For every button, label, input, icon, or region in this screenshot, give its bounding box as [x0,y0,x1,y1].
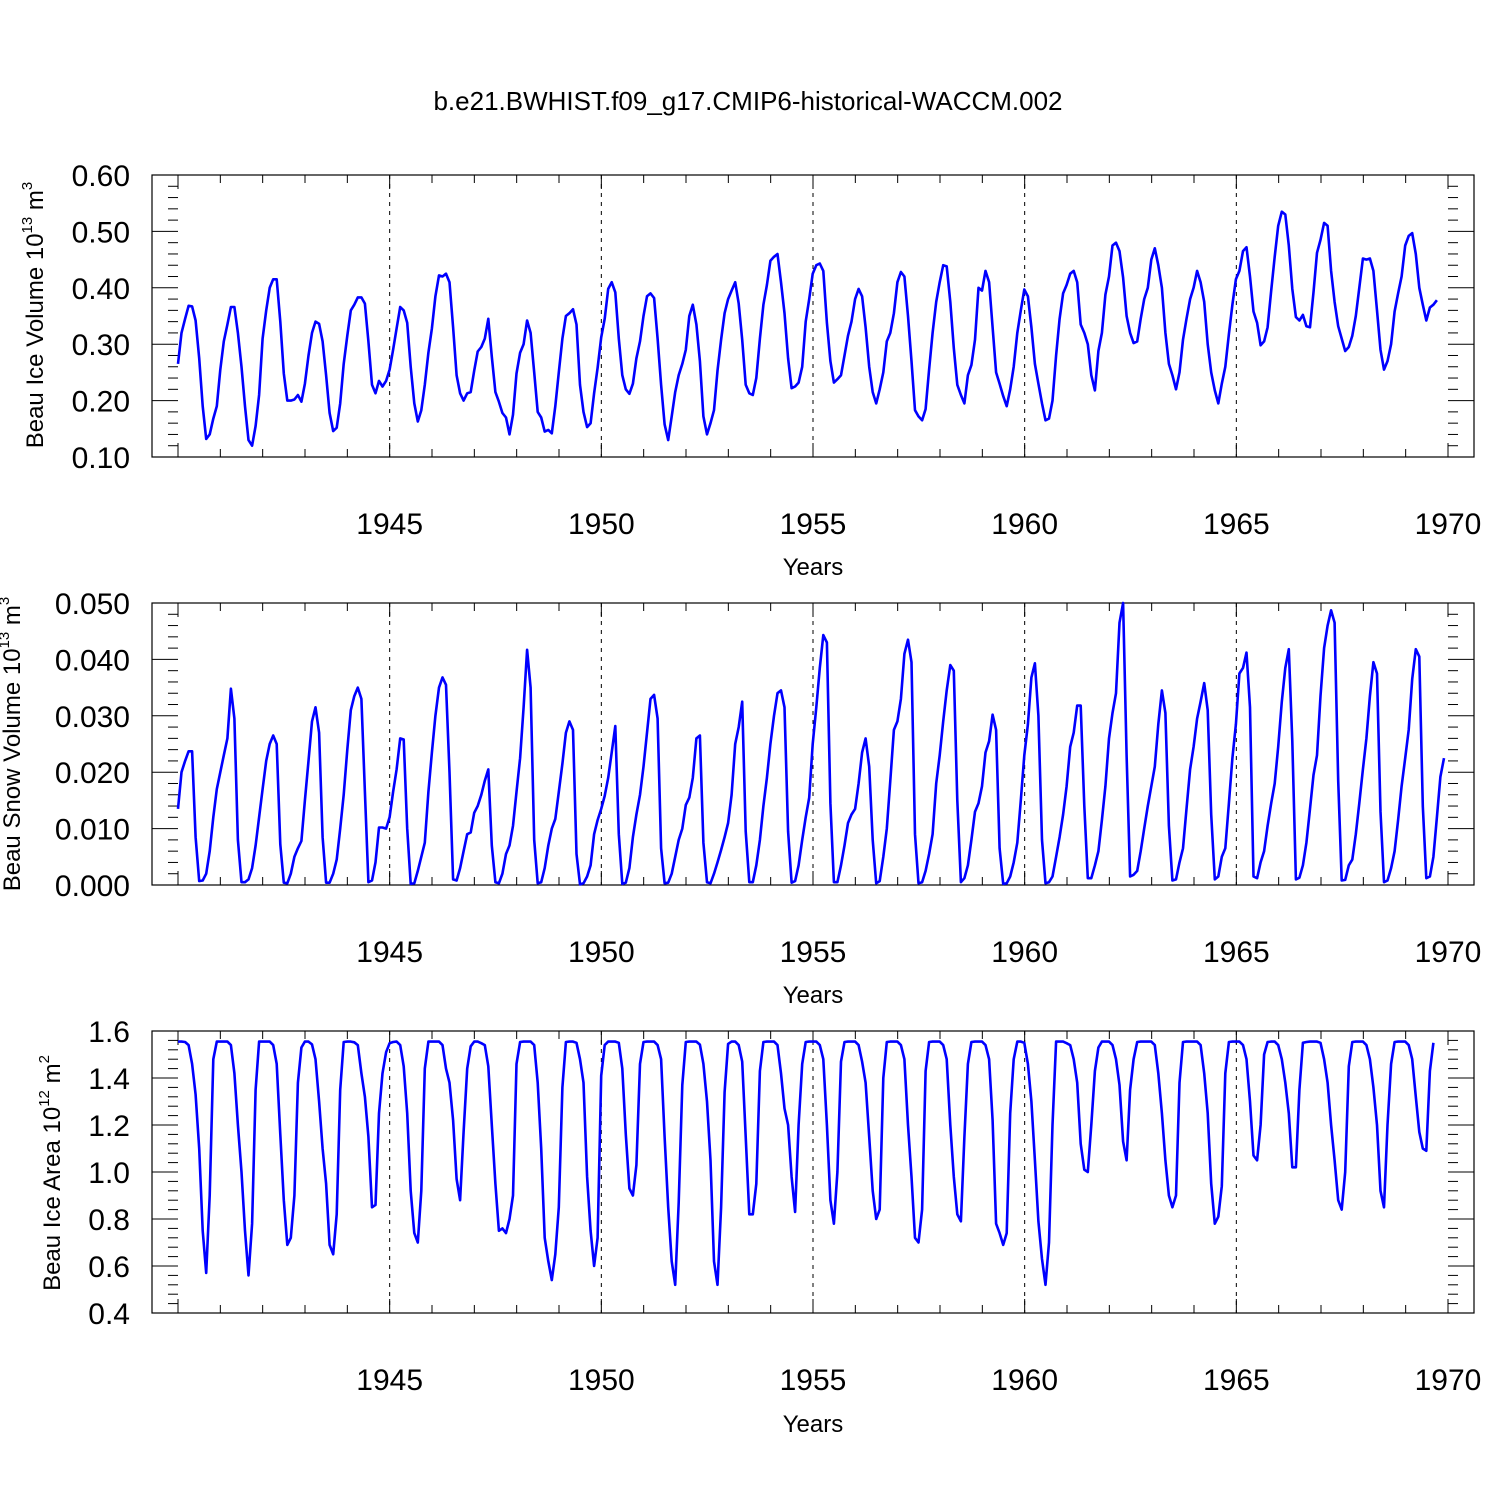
y-tick-label: 0.6 [88,1251,130,1284]
x-tick-label: 1970 [1415,936,1482,969]
y-tick-label: 0.000 [55,870,130,903]
y-tick-label: 1.0 [88,1157,130,1190]
y-tick-label: 0.10 [72,442,130,475]
y-tick-label: 1.6 [88,1016,130,1049]
y-axis-label: Beau Snow Volume 1013 m3 [0,597,26,892]
y-tick-label: 0.010 [55,814,130,847]
x-tick-label: 1960 [991,1364,1058,1397]
y-tick-label: 0.20 [72,386,130,419]
y-tick-label: 0.030 [55,701,130,734]
x-tick-label: 1960 [991,936,1058,969]
ice-area-panel: Beau Ice Area 1012 m2 Years 0.4 0.6 0.8 1.0… [36,1016,1481,1438]
x-tick-label: 1965 [1203,508,1270,541]
x-tick-label: 1965 [1203,936,1270,969]
y-tick-label: 0.30 [72,329,130,362]
x-tick-label: 1950 [568,508,635,541]
y-tick-label: 0.040 [55,644,130,677]
x-tick-label: 1970 [1415,508,1482,541]
x-axis-label: Years [783,982,844,1009]
x-tick-label: 1945 [356,1364,423,1397]
x-tick-label: 1955 [780,936,847,969]
x-tick-label: 1945 [356,508,423,541]
plot-frame [151,1030,1475,1314]
x-tick-label: 1945 [356,936,423,969]
y-axis-label: Beau Ice Volume 1013 m3 [19,182,49,449]
y-tick-label: 0.8 [88,1204,130,1237]
x-tick-label: 1960 [991,508,1058,541]
y-tick-label: 1.2 [88,1110,130,1143]
x-axis-label: Years [783,554,844,581]
x-tick-label: 1970 [1415,1364,1482,1397]
x-tick-label: 1955 [780,508,847,541]
y-tick-label: 0.020 [55,757,130,790]
snow-volume-panel: Beau Snow Volume 1013 m3 Years 0.000 0.01… [0,588,1481,1009]
y-tick-label: 0.40 [72,273,130,306]
plot-frame [151,602,1475,886]
y-tick-label: 0.4 [88,1298,130,1331]
y-tick-label: 1.4 [88,1063,130,1096]
series-line [176,601,1446,886]
series-line [176,210,1438,448]
series-line [178,1040,1435,1287]
y-tick-label: 0.50 [72,216,130,249]
y-tick-label: 0.60 [72,160,130,193]
x-tick-label: 1950 [568,936,635,969]
x-tick-label: 1955 [780,1364,847,1397]
figure-title: b.e21.BWHIST.f09_g17.CMIP6-historical-WA… [433,86,1062,116]
x-tick-label: 1965 [1203,1364,1270,1397]
y-axis-label: Beau Ice Area 1012 m2 [36,1055,66,1291]
plot-frame [151,174,1475,458]
ice-volume-panel: Beau Ice Volume 1013 m3 Years 0.10 0.20 0.… [19,160,1481,581]
y-tick-label: 0.050 [55,588,130,621]
x-axis-label: Years [783,1411,844,1438]
x-tick-label: 1950 [568,1364,635,1397]
